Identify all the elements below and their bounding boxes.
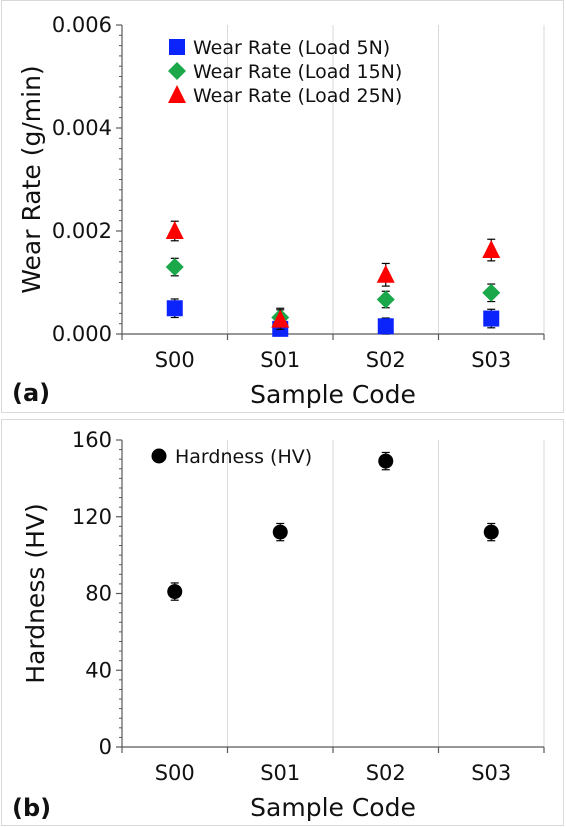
data-point-triangle — [482, 240, 501, 259]
data-point-diamond — [482, 283, 501, 302]
chart-panel-b: 0 40 80 120 160 S00 S01 S02 S03 Sample Code Hardne… — [1, 419, 564, 826]
data-point-square — [166, 300, 183, 317]
data-point-diamond — [376, 290, 395, 309]
y-tick-label: 0.004 — [52, 116, 112, 140]
legend-marker — [169, 39, 185, 55]
data-point-square — [377, 318, 394, 335]
y-axis-title: Wear Rate (g/min) — [17, 65, 46, 293]
x-tick-label: S01 — [260, 761, 300, 785]
x-tick-label: S02 — [366, 761, 406, 785]
y-tick-label: 0.000 — [52, 322, 112, 346]
panel-label: (b) — [12, 794, 51, 822]
y-axis-title: Hardness (HV) — [21, 503, 50, 683]
x-tick-label: S02 — [366, 348, 406, 372]
legend-label: Wear Rate (Load 15N) — [193, 61, 402, 83]
legend-label: Wear Rate (Load 5N) — [193, 37, 390, 59]
data-point-square — [483, 310, 500, 327]
x-tick-label: S03 — [471, 348, 511, 372]
y-tick-label: 80 — [85, 582, 112, 606]
legend-label: Hardness (HV) — [175, 446, 312, 468]
data-point-diamond — [165, 258, 184, 277]
x-tick-label: S00 — [155, 348, 195, 372]
data-point-circle — [167, 584, 183, 600]
data-point-triangle — [376, 264, 395, 283]
x-tick-label: S01 — [260, 348, 300, 372]
y-tick-label: 160 — [72, 428, 112, 452]
data-point-circle — [272, 524, 288, 540]
x-axis-title: Sample Code — [250, 793, 416, 822]
data-point-triangle — [271, 309, 290, 328]
data-point-circle — [378, 453, 394, 469]
legend-marker — [168, 85, 186, 103]
data-point-triangle — [165, 221, 184, 239]
data-point-circle — [483, 524, 499, 540]
x-axis-title: Sample Code — [250, 380, 416, 409]
hardness-chart: 0 40 80 120 160 S00 S01 S02 S03 Sample Code Hardne… — [12, 428, 545, 822]
y-tick-label: 0.002 — [52, 219, 112, 243]
wear-rate-chart: 0.000 0.002 0.004 0.006 S00 S01 S02 S03 Sample C… — [12, 13, 545, 409]
y-tick-label: 120 — [72, 505, 112, 529]
x-tick-label: S03 — [471, 761, 511, 785]
legend-marker — [151, 448, 167, 464]
y-tick-label: 40 — [85, 658, 112, 682]
y-tick-label: 0.006 — [52, 13, 112, 37]
x-tick-label: S00 — [155, 761, 195, 785]
legend-label: Wear Rate (Load 25N) — [193, 85, 402, 107]
legend-marker — [168, 62, 186, 80]
panel-label: (a) — [12, 379, 50, 407]
y-tick-label: 0 — [99, 735, 112, 759]
chart-panel-a: 0.000 0.002 0.004 0.006 S00 S01 S02 S03 Sample C… — [1, 0, 564, 413]
